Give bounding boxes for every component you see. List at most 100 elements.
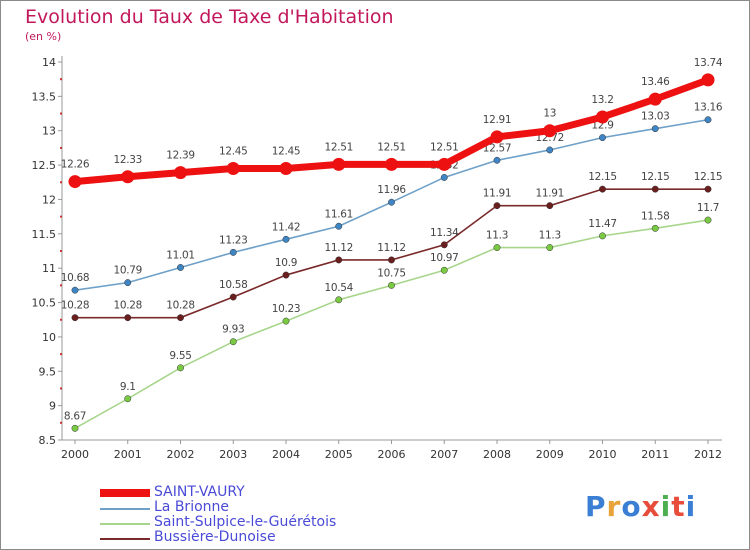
- data-point-saint-sulpice-le-gueretois: [704, 216, 712, 224]
- data-point-bussiere-dunoise: [599, 185, 606, 193]
- legend-label-la-brionne: La Brionne: [154, 499, 230, 515]
- y-tick-label: 10: [42, 331, 56, 344]
- data-point-bussiere-dunoise: [704, 185, 712, 193]
- y-tick-label: 9: [49, 400, 56, 413]
- data-label-bussiere-dunoise: 10.58: [219, 279, 248, 291]
- data-label-saint-sulpice-le-gueretois: 8.67: [64, 410, 86, 422]
- y-minor-tick: [60, 353, 62, 356]
- logo-letter: P: [585, 490, 607, 523]
- data-point-la-brionne: [388, 198, 395, 206]
- data-point-saint-sulpice-le-gueretois: [229, 338, 237, 346]
- y-tick-label: 12: [42, 193, 56, 206]
- data-point-saint-sulpice-le-gueretois: [124, 395, 132, 403]
- data-label-saint-sulpice-le-gueretois: 11.3: [486, 230, 508, 242]
- logo-letter: i: [685, 490, 697, 523]
- data-point-bussiere-dunoise: [229, 293, 237, 301]
- data-point-saint-vaury: [385, 157, 398, 171]
- logo-letter: r: [606, 490, 622, 523]
- data-point-saint-sulpice-le-gueretois: [440, 266, 448, 274]
- data-label-saint-sulpice-le-gueretois: 11.58: [641, 210, 670, 222]
- data-label-saint-vaury: 12.33: [113, 154, 142, 166]
- data-label-bussiere-dunoise: 11.12: [324, 242, 353, 254]
- data-point-la-brionne: [229, 248, 237, 256]
- data-point-la-brionne: [651, 125, 659, 133]
- data-point-saint-vaury: [490, 130, 504, 144]
- legend-swatch-la-brionne: [100, 508, 150, 510]
- chart-title: Evolution du Taux de Taxe d'Habitation: [25, 6, 394, 28]
- legend-label-saint-sulpice: Saint-Sulpice-le-Guérétois: [154, 514, 337, 530]
- data-label-la-brionne: 10.79: [113, 265, 142, 277]
- data-point-saint-vaury: [226, 162, 240, 176]
- logo-letter: t: [671, 490, 686, 523]
- data-label-saint-sulpice-le-gueretois: 9.55: [169, 350, 191, 362]
- data-point-la-brionne: [440, 174, 448, 181]
- data-label-la-brionne: 13.03: [641, 111, 670, 123]
- data-point-saint-vaury: [279, 162, 293, 176]
- data-point-saint-vaury: [701, 73, 715, 87]
- x-tick-label: 2005: [325, 448, 353, 461]
- data-label-bussiere-dunoise: 12.15: [641, 171, 670, 183]
- data-point-saint-sulpice-le-gueretois: [177, 364, 184, 372]
- data-point-saint-vaury: [68, 175, 82, 189]
- data-point-saint-sulpice-le-gueretois: [546, 244, 554, 252]
- legend-swatch-saint-sulpice: [100, 523, 150, 525]
- legend-swatch-bussiere-dunoise: [100, 538, 150, 540]
- data-point-la-brionne: [177, 264, 184, 271]
- y-tick-label: 12.5: [32, 159, 57, 172]
- data-label-la-brionne: 11.61: [324, 208, 353, 220]
- y-minor-tick: [60, 250, 62, 252]
- data-point-saint-vaury: [174, 166, 187, 180]
- x-tick-label: 2002: [167, 448, 195, 461]
- data-point-la-brionne: [546, 146, 554, 154]
- data-label-saint-sulpice-le-gueretois: 10.97: [430, 252, 459, 264]
- data-label-bussiere-dunoise: 10.28: [166, 300, 195, 312]
- data-point-saint-sulpice-le-gueretois: [651, 224, 659, 232]
- data-label-la-brionne: 13.16: [694, 102, 723, 114]
- data-point-la-brionne: [282, 235, 290, 243]
- data-point-saint-vaury: [596, 110, 609, 124]
- legend-label-bussiere-dunoise: Bussière-Dunoise: [154, 529, 276, 545]
- data-label-bussiere-dunoise: 11.91: [535, 188, 564, 200]
- data-point-saint-sulpice-le-gueretois: [599, 232, 606, 240]
- data-label-saint-vaury: 12.26: [61, 159, 90, 171]
- data-point-saint-vaury: [121, 170, 135, 184]
- data-point-la-brionne: [704, 116, 712, 124]
- y-tick-label: 13: [42, 125, 56, 138]
- data-label-saint-vaury: 12.51: [430, 141, 459, 153]
- data-label-la-brionne: 11.23: [219, 234, 248, 246]
- proxiti-logo: Proxiti: [585, 490, 696, 523]
- data-point-bussiere-dunoise: [493, 202, 501, 210]
- x-tick-label: 2001: [114, 448, 142, 461]
- data-point-saint-vaury: [648, 92, 662, 106]
- data-label-saint-vaury: 12.45: [219, 146, 248, 158]
- y-minor-tick: [60, 215, 62, 218]
- data-label-bussiere-dunoise: 10.9: [275, 257, 297, 269]
- legend-label-saint-vaury: SAINT-VAURY: [154, 484, 245, 500]
- data-point-la-brionne: [335, 222, 343, 230]
- data-label-saint-sulpice-le-gueretois: 11.3: [539, 230, 561, 242]
- x-tick-label: 2007: [430, 448, 458, 461]
- x-tick-label: 2000: [61, 448, 89, 461]
- data-point-saint-sulpice-le-gueretois: [282, 317, 290, 325]
- data-label-saint-vaury: 13.74: [694, 57, 723, 69]
- data-point-bussiere-dunoise: [177, 314, 184, 322]
- data-label-saint-sulpice-le-gueretois: 10.75: [377, 267, 406, 279]
- logo-letter: x: [641, 490, 661, 523]
- data-point-saint-sulpice-le-gueretois: [71, 424, 79, 432]
- data-point-saint-vaury: [543, 124, 557, 138]
- data-label-la-brionne: 11.96: [377, 184, 406, 196]
- chart-subtitle: (en %): [25, 30, 62, 43]
- data-label-saint-sulpice-le-gueretois: 11.7: [697, 202, 719, 214]
- x-tick-label: 2008: [483, 448, 511, 461]
- data-point-bussiere-dunoise: [651, 185, 659, 193]
- data-point-saint-sulpice-le-gueretois: [388, 281, 395, 289]
- y-minor-tick: [60, 112, 62, 115]
- data-label-bussiere-dunoise: 11.34: [430, 227, 459, 239]
- data-label-la-brionne: 10.68: [61, 272, 90, 284]
- data-label-saint-sulpice-le-gueretois: 9.1: [120, 381, 136, 393]
- data-label-bussiere-dunoise: 12.15: [588, 171, 617, 183]
- x-tick-label: 2003: [219, 448, 247, 461]
- data-label-la-brionne: 11.01: [166, 249, 195, 261]
- x-tick-label: 2009: [536, 448, 564, 461]
- x-tick-label: 2012: [694, 448, 722, 461]
